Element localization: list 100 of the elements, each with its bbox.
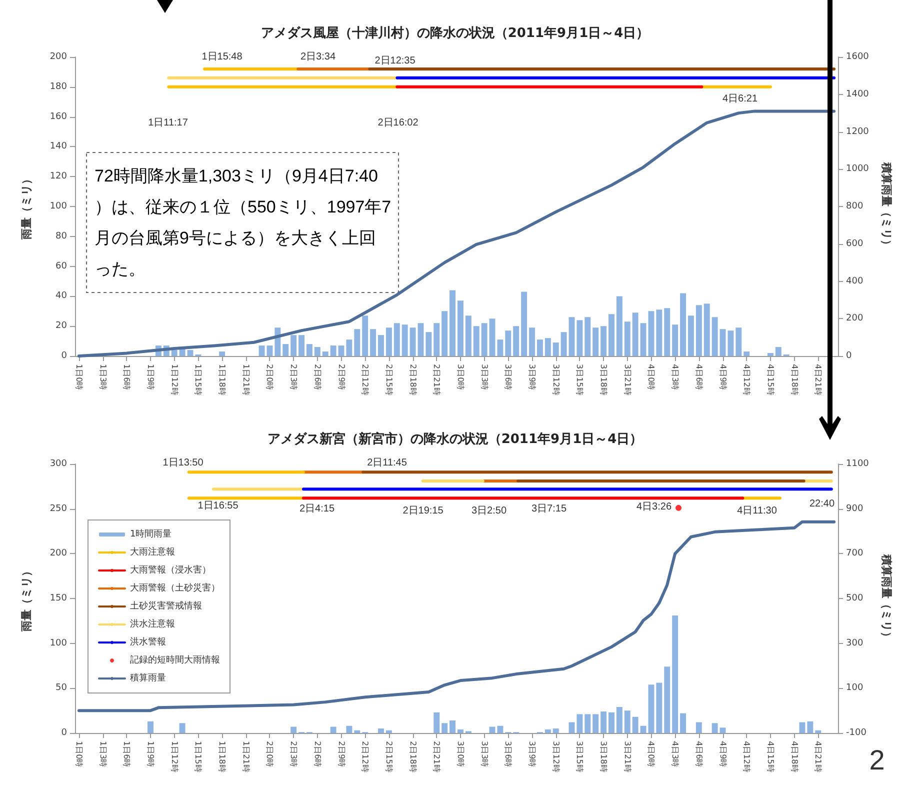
y-tick-label: 200 xyxy=(50,52,68,62)
annotation: 2日3:34 xyxy=(300,52,336,62)
y2-tick-label: -100 xyxy=(846,728,867,738)
x-tick-label: 3日9時 xyxy=(528,741,537,768)
x-tick-label: 3日18時 xyxy=(599,364,608,396)
annotation: 2日11:45 xyxy=(367,458,408,468)
y2-tick-label: 300 xyxy=(846,638,864,648)
x-tick-label: 4日0時 xyxy=(646,364,656,390)
legend-label: 記録的短時間大雨情報 xyxy=(130,654,220,666)
annotation: 2日19:15 xyxy=(402,506,444,516)
x-tick-label: 4日0時 xyxy=(646,741,656,768)
legend-label: 大雨注意報 xyxy=(130,546,175,558)
annotation: 1日11:17 xyxy=(148,118,188,128)
y-tick-label: 150 xyxy=(50,594,68,604)
x-tick-label: 2日3時 xyxy=(289,741,298,768)
legend-label: 土砂災害警戒情報 xyxy=(130,600,202,612)
legend-label: 洪水警報 xyxy=(130,636,166,648)
x-tick-label: 2日6時 xyxy=(312,364,322,390)
y2-tick-label: 1000 xyxy=(846,164,870,174)
x-tick-label: 3日18時 xyxy=(599,741,608,772)
x-tick-label: 1日12時 xyxy=(170,364,179,396)
y2-axis-title: 積算雨量（ミリ） xyxy=(880,554,893,642)
y2-tick-label: 600 xyxy=(846,238,864,249)
legend-label: 大雨警報（浸水害） xyxy=(130,564,211,576)
y2-tick-label: 900 xyxy=(846,504,864,514)
annotation: 4日3:26 xyxy=(636,502,672,512)
y-tick-label: 50 xyxy=(56,683,68,694)
x-tick-label: 2日6時 xyxy=(312,741,322,768)
x-tick-label: 3日12時 xyxy=(551,741,560,772)
x-tick-label: 3日6時 xyxy=(504,741,513,768)
x-tick-label: 3日6時 xyxy=(504,364,513,390)
y-tick-label: 20 xyxy=(56,321,68,332)
y-tick-label: 140 xyxy=(50,142,68,152)
annotation: 4日11:30 xyxy=(737,506,778,516)
x-tick-label: 3日21時 xyxy=(622,364,632,396)
x-tick-label: 4日3時 xyxy=(670,364,680,390)
annotation: 2日16:02 xyxy=(378,118,419,128)
x-tick-label: 4日9時 xyxy=(718,364,728,390)
x-tick-label: 1日3時 xyxy=(98,364,108,390)
x-tick-label: 2日18時 xyxy=(408,741,418,772)
x-tick-label: 4日9時 xyxy=(718,741,728,768)
y-tick-label: 100 xyxy=(50,638,68,648)
annotation: 72時間降水量1,303ミリ（9月4日7:40）は、従来の１位（550ミリ、1997年7月の台風第9号による）を大きく上回った。 xyxy=(94,166,392,278)
y2-tick-label: 1400 xyxy=(846,89,870,100)
y-tick-label: 200 xyxy=(50,548,68,559)
x-tick-label: 1日18時 xyxy=(218,364,227,396)
x-tick-label: 4日12時 xyxy=(742,741,752,772)
x-tick-label: 1日21時 xyxy=(241,741,250,772)
x-tick-label: 3日21時 xyxy=(622,741,632,772)
x-tick-label: 2日3時 xyxy=(289,364,298,390)
annotation: 1日15:48 xyxy=(202,52,243,62)
x-tick-label: 1日21時 xyxy=(241,364,250,396)
legend-label: 1時間雨量 xyxy=(130,528,172,540)
y2-tick-label: 0 xyxy=(846,351,852,361)
x-tick-label: 3日3時 xyxy=(480,364,489,390)
x-tick-label: 2日9時 xyxy=(336,364,346,390)
annotation: 22:40 xyxy=(809,498,835,510)
x-tick-label: 2日0時 xyxy=(265,741,274,768)
y2-tick-label: 800 xyxy=(846,202,864,212)
x-tick-label: 2日0時 xyxy=(265,364,274,390)
chart-title: アメダス新宮（新宮市）の降水の状況（2011年9月1日～4日） xyxy=(267,431,643,447)
y-tick-label: 300 xyxy=(50,459,68,469)
y-axis-title: 雨量（ミリ） xyxy=(20,174,33,240)
x-tick-label: 2日18時 xyxy=(408,364,418,396)
x-tick-label: 1日9時 xyxy=(146,741,156,768)
y-tick-label: 250 xyxy=(50,504,68,514)
y2-tick-label: 500 xyxy=(846,594,864,604)
x-tick-label: 3日15時 xyxy=(575,364,584,396)
y-tick-label: 100 xyxy=(50,202,68,212)
y2-tick-label: 400 xyxy=(846,276,864,286)
x-tick-label: 1日18時 xyxy=(218,741,227,772)
y-tick-label: 60 xyxy=(56,261,68,272)
annotation: 2日12:35 xyxy=(374,56,416,66)
x-tick-label: 1日6時 xyxy=(122,741,132,768)
y-tick-label: 160 xyxy=(50,112,68,122)
y-tick-label: 120 xyxy=(50,172,68,182)
x-tick-label: 1日0時 xyxy=(74,741,84,768)
x-tick-label: 1日0時 xyxy=(74,364,84,390)
y2-tick-label: 200 xyxy=(846,314,864,324)
x-tick-label: 2日21時 xyxy=(432,741,442,772)
x-tick-label: 4日6時 xyxy=(694,364,704,390)
x-tick-label: 1日6時 xyxy=(122,364,132,390)
y-tick-label: 180 xyxy=(50,82,68,92)
x-tick-label: 1日3時 xyxy=(98,741,108,768)
x-tick-label: 4日12時 xyxy=(742,364,752,396)
x-tick-label: 4日18時 xyxy=(790,364,799,396)
chart-title: アメダス風屋（十津川村）の降水の状況（2011年9月1日～4日） xyxy=(260,26,650,41)
x-tick-label: 3日0時 xyxy=(456,741,465,768)
y2-tick-label: 100 xyxy=(846,683,864,694)
y-tick-label: 0 xyxy=(61,728,68,738)
y2-axis-title: 積算雨量（ミリ） xyxy=(880,162,893,250)
text: 2 xyxy=(869,744,885,776)
annotation: 2日4:15 xyxy=(299,504,335,514)
y-tick-label: 80 xyxy=(56,231,68,242)
y2-tick-label: 1200 xyxy=(846,126,870,137)
x-tick-label: 4日18時 xyxy=(790,741,799,772)
x-tick-label: 4日15時 xyxy=(766,741,775,772)
legend-label: 積算雨量 xyxy=(130,672,166,684)
annotation: 3日7:15 xyxy=(531,504,567,514)
x-tick-label: 4日15時 xyxy=(766,364,775,396)
